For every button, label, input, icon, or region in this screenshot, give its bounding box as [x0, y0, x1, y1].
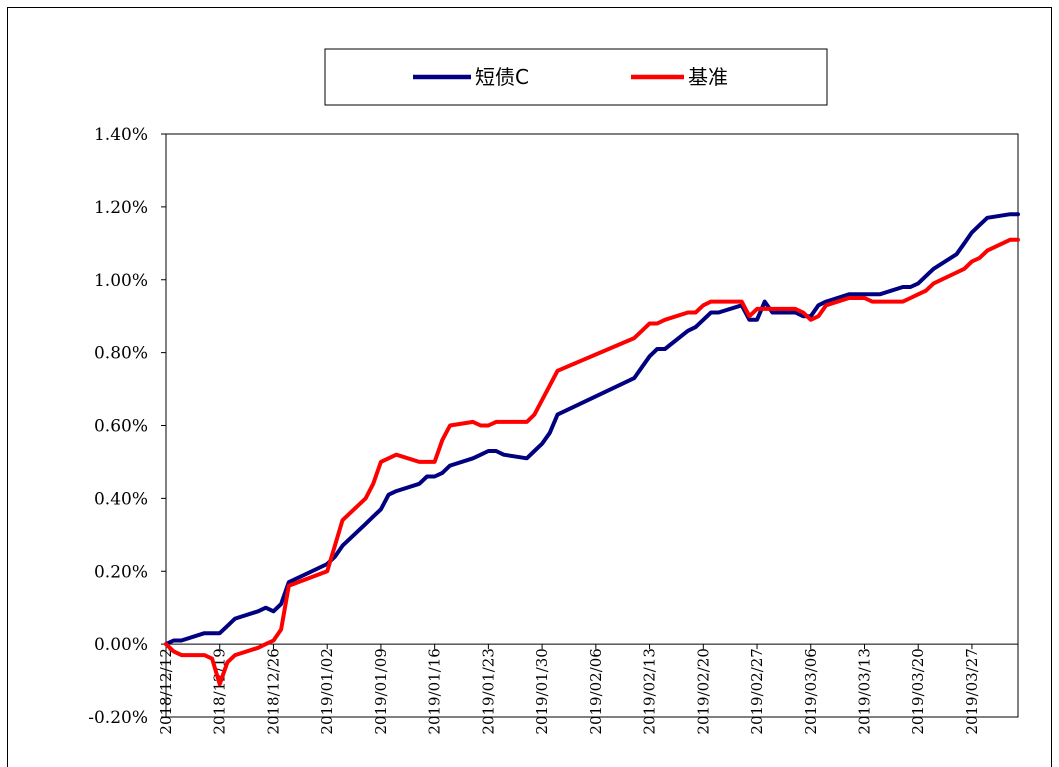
series-lines — [164, 212, 1020, 687]
chart-frame — [7, 7, 1052, 767]
x-tick-label: 2019/03/06 — [802, 648, 820, 734]
x-tick-label: 2019/01/30 — [533, 648, 551, 734]
x-tick-label: 2019/01/23 — [479, 648, 497, 734]
y-tick-label: -0.20% — [88, 708, 148, 728]
y-tick-label: 0.20% — [94, 562, 148, 582]
x-tick-label: 2019/02/06 — [587, 648, 605, 734]
x-tick-label: 2019/02/20 — [694, 648, 712, 734]
y-tick-label: 1.20% — [94, 198, 148, 218]
y-tick-label: 0.60% — [94, 417, 148, 437]
legend-label-series-2: 基准 — [688, 65, 728, 89]
series-line-2 — [164, 237, 1020, 687]
y-axis: -0.20% 0.00% 0.20% 0.40% 0.60% 0.80% 1.00% 1.20… — [88, 125, 1018, 728]
legend-box — [324, 48, 828, 106]
x-tick-label: 2019/02/13 — [641, 648, 659, 734]
y-tick-label: 0.00% — [94, 635, 148, 655]
x-tick-label: 2019/03/27 — [963, 648, 981, 734]
x-tick-label: 2019/01/09 — [372, 648, 390, 734]
x-tick-label: 2019/01/02 — [318, 648, 336, 734]
legend: 短债C 基准 — [324, 48, 828, 106]
x-tick-label: 2019/03/20 — [909, 648, 927, 734]
x-axis: 2018/12/12 2018/12/19 2018/12/26 2019/01/02… — [157, 644, 981, 735]
x-tick-label: 2019/03/13 — [855, 648, 873, 734]
x-tick-label: 2019/01/16 — [426, 648, 444, 734]
y-tick-label: 1.40% — [94, 125, 148, 145]
series-line-1 — [164, 212, 1020, 647]
x-tick-label: 2018/12/26 — [264, 648, 282, 734]
y-tick-label: 0.40% — [94, 489, 148, 509]
x-tick-label: 2019/02/27 — [748, 648, 766, 734]
y-tick-label: 0.80% — [94, 344, 148, 364]
x-tick-label: 2018/12/12 — [157, 648, 175, 734]
y-tick-label: 1.00% — [94, 271, 148, 291]
legend-label-series-1: 短债C — [475, 65, 529, 89]
plot-area — [165, 133, 1019, 718]
